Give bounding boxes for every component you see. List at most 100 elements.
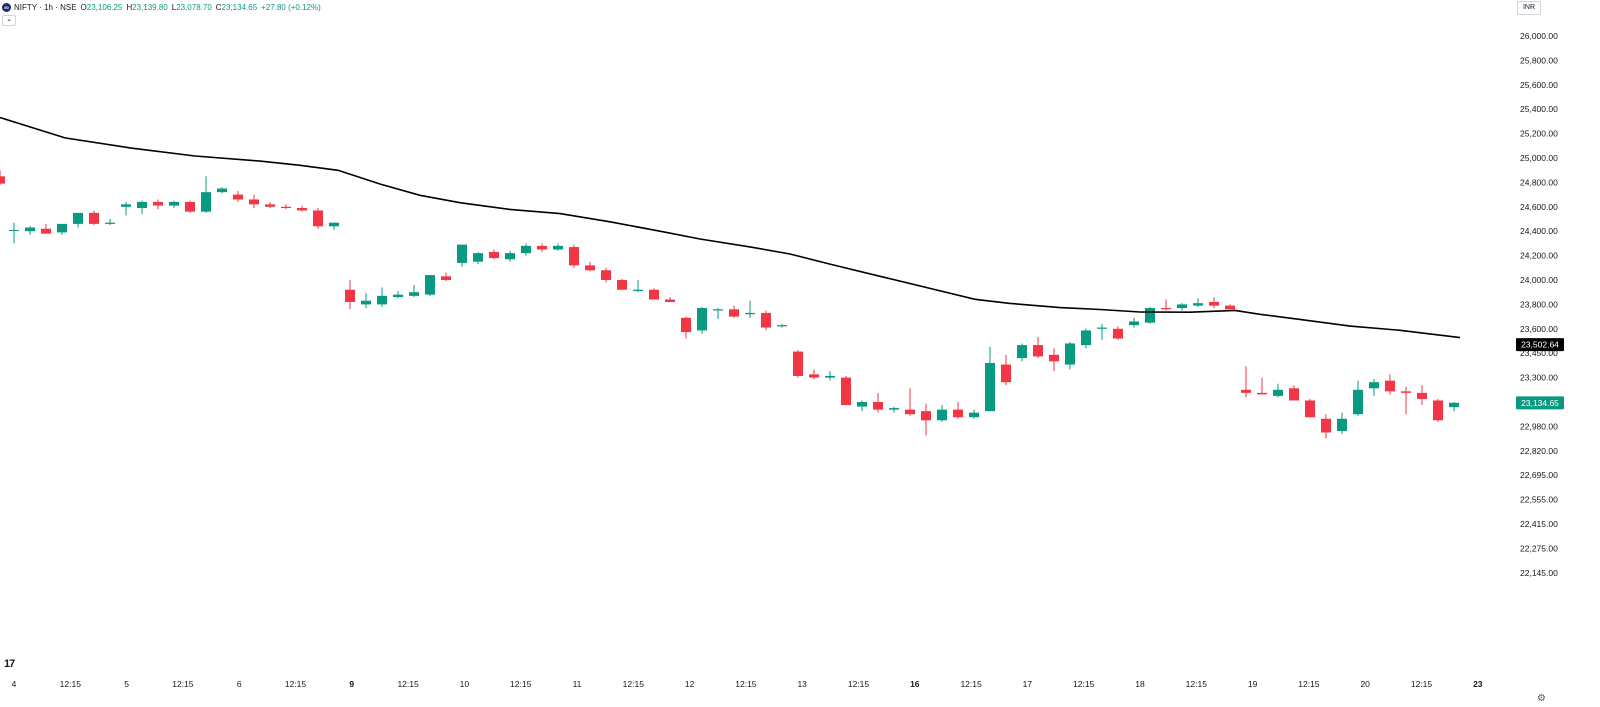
candle-body	[1001, 364, 1011, 383]
candle	[377, 287, 387, 307]
candle	[761, 310, 771, 331]
candle	[1321, 414, 1331, 439]
time-tick-label: 9	[349, 679, 354, 689]
candle-body	[25, 227, 35, 232]
moving-average-line	[0, 116, 1461, 339]
time-tick-label: 12:15	[172, 679, 194, 689]
candle-body	[409, 292, 419, 296]
candle-body	[297, 208, 307, 211]
tradingview-logo-icon[interactable]: 17	[4, 658, 15, 670]
candle-body	[345, 289, 355, 302]
candle	[537, 243, 547, 252]
candle-body	[1417, 392, 1427, 399]
time-tick-label: 16	[910, 679, 920, 689]
candle	[585, 261, 595, 272]
low-label: L	[171, 2, 177, 12]
symbol-header[interactable]: 50 NIFTY · 1h · NSE O 23,106.25 H 23,139.8…	[0, 0, 321, 14]
price-tick-label: 22,415.00	[1520, 519, 1558, 529]
price-axis[interactable]: 26,000.00 25,800.00 25,600.00 25,400.00 25,2…	[1520, 31, 1558, 578]
candle-body	[249, 199, 259, 205]
time-tick-label: 12:15	[285, 679, 307, 689]
price-tick-label: 22,555.00	[1520, 495, 1558, 505]
candle-body	[265, 204, 275, 207]
price-tick-label: 22,275.00	[1520, 543, 1558, 553]
candle-body	[185, 201, 195, 212]
time-axis[interactable]: 4 12:15 5 12:15 6 12:15 9 12:15 10 12:15 11 12:15 12…	[12, 679, 1483, 689]
time-tick-label: 4	[12, 679, 17, 689]
candle-body	[809, 374, 819, 378]
time-tick-label: 17	[1023, 679, 1033, 689]
candle	[969, 409, 979, 419]
candle-body	[1369, 382, 1379, 389]
candle-body	[217, 188, 227, 193]
candle	[1225, 304, 1235, 310]
close-value: 23,134.65	[221, 2, 258, 12]
candle-body	[1193, 303, 1203, 306]
candle-body	[569, 247, 579, 266]
time-tick-label: 12:15	[735, 679, 757, 689]
candle-body	[537, 245, 547, 250]
candle	[841, 375, 851, 406]
candle-body	[1177, 304, 1187, 309]
candle	[393, 290, 403, 299]
candle	[1257, 377, 1267, 395]
candle-body	[281, 206, 291, 209]
candle	[793, 349, 803, 378]
time-tick-label: 23	[1473, 679, 1483, 689]
candle	[409, 284, 419, 298]
candle	[1401, 386, 1411, 415]
high-value: 23,139.80	[132, 2, 168, 12]
chevron-down-icon[interactable]: ⌄	[2, 15, 16, 26]
time-tick-label: 12:15	[60, 679, 82, 689]
candle	[1289, 385, 1299, 401]
symbol-title[interactable]: NIFTY · 1h · NSE	[14, 2, 77, 12]
price-tick-label: 25,800.00	[1520, 55, 1558, 65]
tag-background	[1516, 396, 1564, 410]
candle	[313, 208, 323, 229]
candle	[905, 388, 915, 416]
candle	[9, 222, 19, 244]
candle	[633, 280, 643, 293]
gear-icon[interactable]: ⚙	[1537, 693, 1546, 704]
time-tick-label: 12	[685, 679, 695, 689]
candle-body	[201, 192, 211, 212]
candle	[697, 306, 707, 334]
candle	[569, 244, 579, 268]
price-tick-label: 24,000.00	[1520, 275, 1558, 285]
candle-body	[169, 201, 179, 206]
candle-body	[233, 194, 243, 200]
candle-body	[1033, 345, 1043, 357]
currency-label[interactable]: INR	[1517, 1, 1541, 15]
price-tick-label: 24,600.00	[1520, 202, 1558, 212]
time-tick-label: 12:15	[960, 679, 982, 689]
candle-body	[1273, 389, 1283, 396]
price-tick-label: 25,400.00	[1520, 104, 1558, 114]
candle	[1385, 374, 1395, 395]
price-tick-label: 22,145.00	[1520, 568, 1558, 578]
candle	[985, 346, 995, 412]
candle-body	[1433, 400, 1443, 421]
candle	[873, 392, 883, 413]
candle	[1145, 306, 1155, 324]
candle-body	[505, 253, 515, 260]
candle-body	[665, 299, 675, 302]
time-tick-label: 5	[124, 679, 129, 689]
price-tick-label: 23,600.00	[1520, 324, 1558, 334]
candle-body	[0, 176, 5, 184]
candle-body	[9, 229, 19, 231]
candle-body	[473, 253, 483, 262]
candle	[249, 194, 259, 209]
candle	[1305, 398, 1315, 418]
candle	[121, 201, 131, 216]
candle-body	[425, 275, 435, 295]
candle-body	[1225, 305, 1235, 310]
candle	[1017, 343, 1027, 362]
candle	[681, 316, 691, 339]
time-tick-label: 13	[797, 679, 807, 689]
candle-body	[1145, 308, 1155, 323]
candle	[553, 243, 563, 251]
candle-body	[857, 402, 867, 407]
candle	[729, 305, 739, 318]
candle	[1129, 317, 1139, 328]
